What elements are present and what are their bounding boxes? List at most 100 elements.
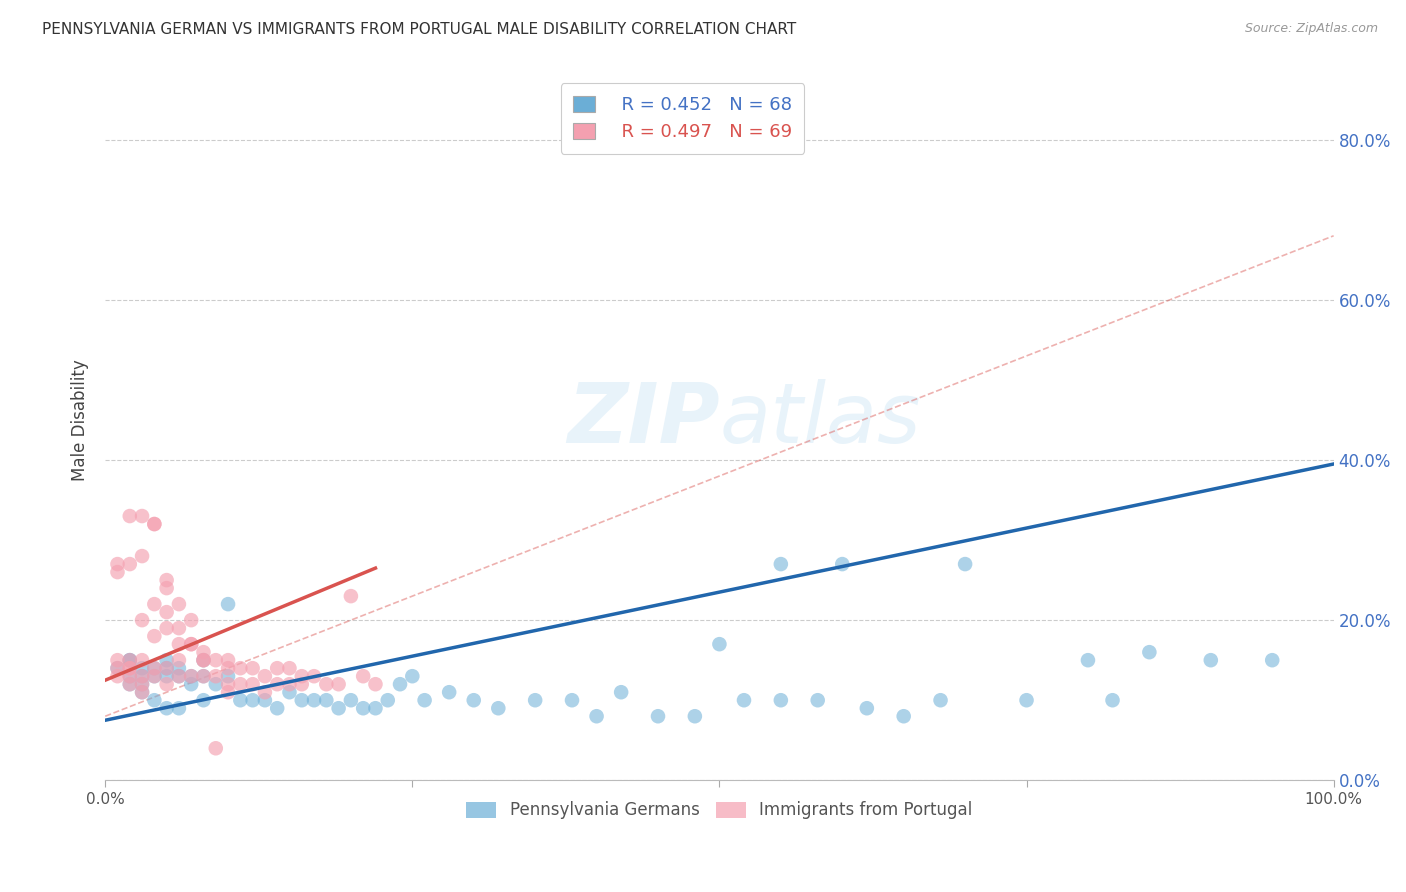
Point — [131, 685, 153, 699]
Point — [291, 693, 314, 707]
Point — [561, 693, 583, 707]
Point — [229, 693, 252, 707]
Point — [807, 693, 830, 707]
Point — [156, 669, 179, 683]
Point — [204, 669, 226, 683]
Point — [193, 645, 215, 659]
Point — [364, 677, 387, 691]
Point — [167, 661, 190, 675]
Point — [291, 677, 314, 691]
Point — [856, 701, 879, 715]
Point — [1137, 645, 1160, 659]
Point — [193, 653, 215, 667]
Point — [229, 677, 252, 691]
Point — [340, 693, 363, 707]
Point — [180, 637, 202, 651]
Point — [1199, 653, 1222, 667]
Point — [131, 613, 153, 627]
Point — [253, 669, 276, 683]
Point — [1077, 653, 1099, 667]
Point — [242, 693, 264, 707]
Point — [1015, 693, 1038, 707]
Point — [524, 693, 547, 707]
Point — [143, 629, 166, 643]
Point — [167, 597, 190, 611]
Point — [217, 597, 239, 611]
Point — [131, 509, 153, 524]
Point — [302, 669, 325, 683]
Point — [242, 661, 264, 675]
Point — [107, 661, 129, 675]
Point — [610, 685, 633, 699]
Point — [156, 621, 179, 635]
Point — [401, 669, 423, 683]
Point — [266, 661, 288, 675]
Point — [143, 597, 166, 611]
Point — [180, 669, 202, 683]
Point — [328, 677, 350, 691]
Point — [118, 653, 141, 667]
Point — [167, 669, 190, 683]
Point — [180, 637, 202, 651]
Point — [156, 653, 179, 667]
Point — [143, 661, 166, 675]
Point — [253, 685, 276, 699]
Point — [143, 517, 166, 532]
Point — [647, 709, 669, 723]
Point — [352, 669, 374, 683]
Point — [118, 653, 141, 667]
Point — [143, 669, 166, 683]
Point — [364, 701, 387, 715]
Point — [180, 677, 202, 691]
Point — [180, 669, 202, 683]
Point — [156, 677, 179, 691]
Point — [107, 653, 129, 667]
Point — [253, 693, 276, 707]
Point — [929, 693, 952, 707]
Point — [229, 661, 252, 675]
Point — [266, 701, 288, 715]
Point — [831, 557, 853, 571]
Point — [242, 677, 264, 691]
Point — [278, 685, 301, 699]
Point — [204, 741, 226, 756]
Point — [266, 677, 288, 691]
Point — [769, 693, 792, 707]
Point — [291, 669, 314, 683]
Point — [131, 653, 153, 667]
Point — [486, 701, 509, 715]
Point — [118, 557, 141, 571]
Point — [1261, 653, 1284, 667]
Point — [118, 653, 141, 667]
Point — [463, 693, 485, 707]
Point — [217, 685, 239, 699]
Point — [118, 661, 141, 675]
Point — [204, 677, 226, 691]
Point — [156, 573, 179, 587]
Point — [315, 677, 337, 691]
Point — [143, 693, 166, 707]
Point — [143, 517, 166, 532]
Point — [193, 653, 215, 667]
Point — [1101, 693, 1123, 707]
Point — [217, 677, 239, 691]
Point — [953, 557, 976, 571]
Point — [377, 693, 399, 707]
Point — [315, 693, 337, 707]
Point — [131, 677, 153, 691]
Point — [118, 509, 141, 524]
Point — [709, 637, 731, 651]
Point — [143, 669, 166, 683]
Point — [131, 661, 153, 675]
Point — [167, 701, 190, 715]
Point — [156, 661, 179, 675]
Point — [143, 661, 166, 675]
Point — [340, 589, 363, 603]
Text: ZIP: ZIP — [567, 379, 720, 460]
Point — [118, 669, 141, 683]
Point — [352, 701, 374, 715]
Point — [193, 669, 215, 683]
Point — [156, 581, 179, 595]
Point — [107, 661, 129, 675]
Point — [131, 677, 153, 691]
